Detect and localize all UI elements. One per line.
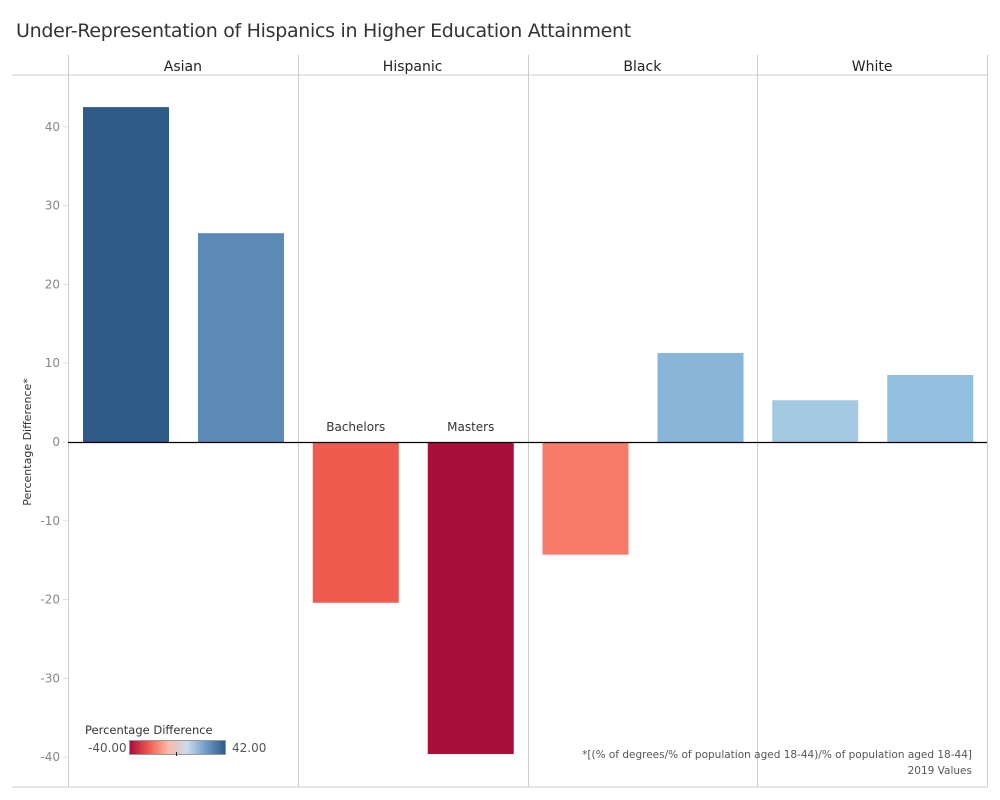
bar-black-bachelors — [542, 442, 629, 555]
y-tick-label: 20 — [45, 277, 60, 291]
y-tick-label: -40 — [40, 750, 60, 764]
y-tick-label: -20 — [40, 593, 60, 607]
bar-hispanic-bachelors — [312, 442, 399, 603]
y-axis-label: Percentage Difference* — [21, 378, 34, 506]
panel-header-black: Black — [623, 59, 662, 75]
panel-header-white: White — [852, 59, 893, 75]
legend-title: Percentage Difference — [85, 723, 213, 737]
y-tick-label: -30 — [40, 671, 60, 685]
y-tick-label: 0 — [52, 435, 60, 449]
panel-header-asian: Asian — [164, 59, 202, 75]
footnote-formula: *[(% of degrees/% of population aged 18-… — [582, 749, 972, 761]
chart-title: Under-Representation of Hispanics in Hig… — [16, 20, 631, 42]
legend-min-label: -40.00 — [88, 741, 127, 755]
bar-white-bachelors — [772, 400, 859, 442]
bar-black-masters — [657, 352, 744, 442]
bar-asian-masters — [198, 233, 284, 442]
bar-hispanic-masters — [427, 442, 514, 755]
legend-zero-tick — [176, 752, 177, 756]
bar-white-masters — [887, 375, 974, 442]
panel-header-hispanic: Hispanic — [383, 59, 443, 75]
legend-color-ramp — [129, 740, 226, 755]
y-tick-label: 40 — [45, 120, 60, 134]
legend-max-label: 42.00 — [232, 741, 267, 755]
y-tick-label: -10 — [40, 514, 60, 528]
footnote-year: 2019 Values — [907, 765, 972, 777]
y-tick-label: 10 — [45, 356, 60, 370]
category-label-bachelors: Bachelors — [326, 420, 385, 434]
bar-asian-bachelors — [83, 107, 169, 442]
footnote: *[(% of degrees/% of population aged 18-… — [582, 747, 972, 779]
y-tick-label: 30 — [45, 199, 60, 213]
category-label-masters: Masters — [447, 420, 494, 434]
